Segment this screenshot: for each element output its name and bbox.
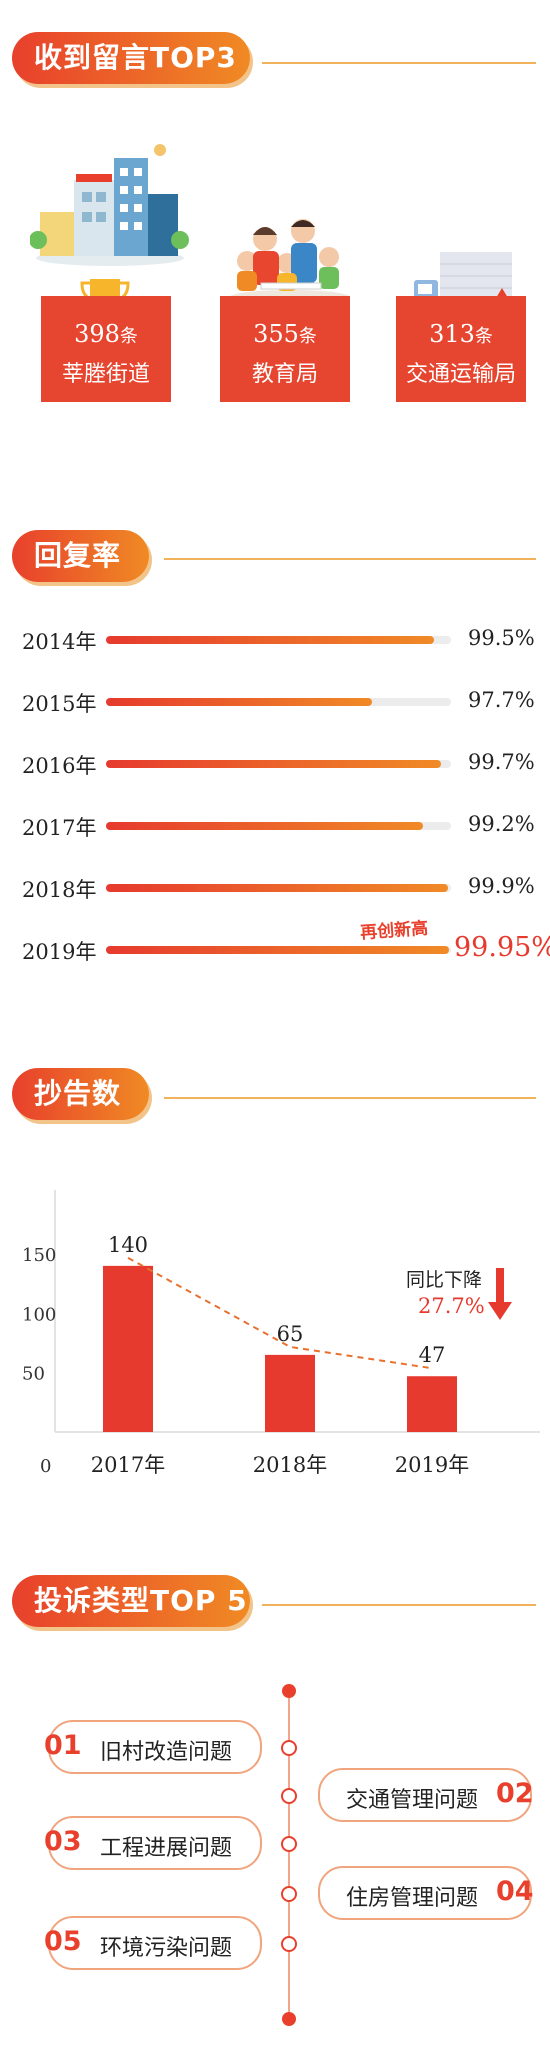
rate-bar-fill (106, 946, 450, 954)
rate-bar-track (106, 822, 451, 830)
rate-row: 2017年 99.2% (0, 806, 550, 846)
y-tick-label: 0 (40, 1456, 51, 1477)
rate-year: 2019年 (22, 940, 97, 964)
section-title-complaint: 投诉类型TOP 5 (34, 1584, 248, 1617)
trend-line (127, 1256, 433, 1370)
rate-bar-track (106, 884, 451, 892)
top3-card: 398条 莘塍街道 (41, 296, 171, 402)
timeline-line (288, 1690, 290, 2020)
rate-year: 2017年 (22, 816, 97, 840)
rate-value: 99.95% (454, 932, 550, 963)
complaint-rank: 02 (496, 1778, 534, 1809)
complaint-item: 03 工程进展问题 (44, 1816, 262, 1870)
rate-row: 2018年 99.9% (0, 868, 550, 908)
complaint-rank: 05 (44, 1926, 82, 1957)
rate-value: 99.9% (468, 874, 535, 898)
complaint-text: 环境污染问题 (100, 1936, 233, 1961)
family-illustration (230, 219, 350, 304)
bar-value-label: 65 (277, 1322, 304, 1346)
rate-row: 2019年 99.95% (0, 930, 550, 970)
rate-value: 97.7% (468, 688, 535, 712)
section-header-reply: 回复率 (12, 530, 149, 582)
rate-value: 99.2% (468, 812, 535, 836)
y-tick-label: 100 (22, 1304, 56, 1325)
section-divider (262, 62, 536, 64)
rate-bar-track (106, 760, 451, 768)
rate-year: 2014年 (22, 630, 97, 654)
x-tick-label: 2019年 (395, 1453, 469, 1477)
complaint-text: 工程进展问题 (100, 1836, 233, 1861)
top3-name: 教育局 (251, 362, 318, 387)
bar-value-label: 140 (108, 1233, 148, 1257)
rate-bar-fill (106, 822, 424, 830)
top3-count: 355 (253, 320, 299, 348)
section-divider (164, 1097, 536, 1099)
top3-card: 313条 交通运输局 (396, 296, 526, 402)
section-title-cc: 抄告数 (34, 1077, 122, 1110)
rate-year: 2018年 (22, 878, 97, 902)
top3-count: 398 (74, 320, 120, 348)
cc-bar-chart: 150 100 50 0 140 2017年 65 2018年 47 2019年 (22, 1190, 540, 1477)
complaint-item: 05 环境污染问题 (44, 1916, 262, 1970)
rate-bar-track (106, 636, 451, 644)
timeline-dot (281, 1836, 297, 1852)
rate-row: 2014年 99.5% (0, 620, 550, 660)
rate-bar-fill (106, 884, 448, 892)
complaint-text: 旧村改造问题 (100, 1740, 233, 1765)
rate-row: 2015年 97.7% (0, 682, 550, 722)
section-title-reply: 回复率 (34, 539, 122, 572)
rate-row: 2016年 99.7% (0, 744, 550, 784)
y-tick-label: 150 (22, 1245, 56, 1266)
rate-year: 2015年 (22, 692, 97, 716)
rate-value: 99.5% (468, 626, 535, 650)
top3-unit: 条 (298, 326, 317, 347)
bar-value-label: 47 (419, 1343, 446, 1367)
rate-bar-track (106, 946, 451, 954)
section-header-cc: 抄告数 (12, 1068, 149, 1120)
timeline-dot (282, 1684, 296, 1698)
section-divider (262, 1604, 536, 1606)
complaint-item: 01 旧村改造问题 (44, 1720, 262, 1774)
rate-value: 99.7% (468, 750, 535, 774)
complaint-rank: 03 (44, 1826, 82, 1857)
complaint-item: 交通管理问题 02 (318, 1768, 534, 1822)
down-arrow-icon (488, 1268, 512, 1320)
complaint-text: 交通管理问题 (346, 1788, 479, 1813)
rate-bar-fill (106, 636, 434, 644)
top3-name: 莘塍街道 (61, 362, 150, 387)
rate-bar-fill (106, 760, 441, 768)
top3-card: 355条 教育局 (220, 296, 350, 402)
buildings-illustration (30, 144, 189, 266)
timeline-dot (282, 2012, 296, 2026)
timeline-dot (281, 1886, 297, 1902)
timeline-dot (281, 1936, 297, 1952)
chart-annotation-text: 同比下降 (406, 1269, 483, 1291)
section-divider (164, 558, 536, 560)
section-header-top3: 收到留言TOP3 (12, 32, 250, 84)
timeline-dot (281, 1788, 297, 1804)
x-tick-label: 2018年 (253, 1453, 327, 1477)
timeline-dot (281, 1740, 297, 1756)
section-title-top3: 收到留言TOP3 (34, 41, 237, 74)
complaint-text: 住房管理问题 (346, 1886, 479, 1911)
chart-annotation-value: 27.7% (418, 1294, 485, 1318)
rate-bar-track (106, 698, 451, 706)
x-tick-label: 2017年 (91, 1453, 165, 1477)
complaint-rank: 01 (44, 1730, 82, 1761)
record-badge: 再创新高 (359, 918, 429, 944)
rate-year: 2016年 (22, 754, 97, 778)
top3-unit: 条 (119, 326, 138, 347)
bar (103, 1265, 153, 1432)
y-tick-label: 50 (22, 1364, 45, 1385)
complaint-rank: 04 (496, 1876, 534, 1907)
top3-unit: 条 (474, 326, 493, 347)
bar (265, 1354, 315, 1432)
rate-bar-fill (106, 698, 372, 706)
top3-name: 交通运输局 (405, 362, 516, 387)
complaint-item: 住房管理问题 04 (318, 1866, 534, 1920)
top3-count: 313 (429, 320, 475, 348)
bar (407, 1376, 457, 1432)
section-header-complaint: 投诉类型TOP 5 (12, 1575, 250, 1627)
